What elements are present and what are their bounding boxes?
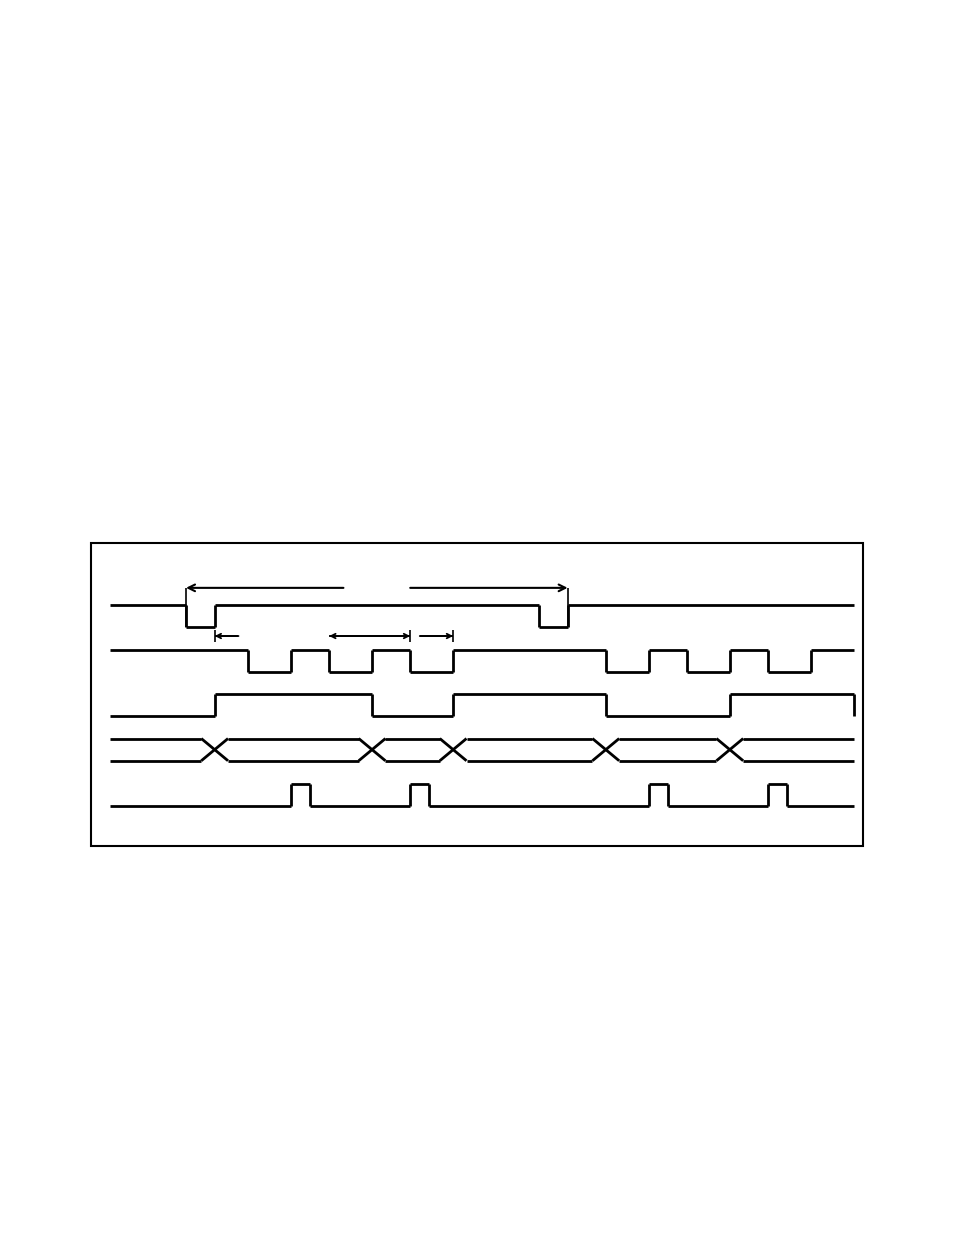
Bar bbox=[91, 543, 862, 846]
